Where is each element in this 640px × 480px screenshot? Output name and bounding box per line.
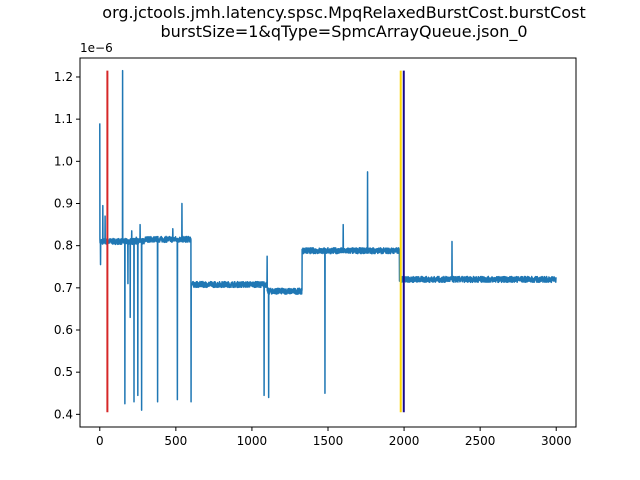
y-offset-label: 1e−6 bbox=[80, 41, 113, 55]
x-tick-label: 1000 bbox=[237, 434, 268, 448]
plot-content bbox=[99, 69, 557, 413]
x-tick-label: 500 bbox=[164, 434, 187, 448]
y-tick-label: 0.8 bbox=[54, 239, 73, 253]
chart-title: org.jctools.jmh.latency.spsc.MpqRelaxedB… bbox=[102, 3, 585, 22]
y-tick-label: 0.6 bbox=[54, 323, 73, 337]
plot-frame bbox=[79, 57, 577, 428]
x-tick-label: 1500 bbox=[313, 434, 344, 448]
x-tick-label: 0 bbox=[96, 434, 104, 448]
chart-subtitle: burstSize=1&qType=SpmcArrayQueue.json_0 bbox=[160, 22, 527, 42]
y-axis: 0.4 0.5 0.6 0.7 0.8 0.9 1.0 1.1 1.2 bbox=[54, 70, 80, 421]
y-tick-label: 0.4 bbox=[54, 407, 73, 421]
y-tick-label: 0.5 bbox=[54, 365, 73, 379]
x-tick-label: 2500 bbox=[465, 434, 496, 448]
x-tick-label: 3000 bbox=[541, 434, 572, 448]
y-tick-label: 1.1 bbox=[54, 112, 73, 126]
series-line-0 bbox=[99, 69, 557, 411]
y-tick-label: 1.2 bbox=[54, 70, 73, 84]
y-tick-label: 0.9 bbox=[54, 196, 73, 210]
y-tick-label: 0.7 bbox=[54, 281, 73, 295]
x-axis: 0 500 1000 1500 2000 2500 3000 bbox=[96, 427, 572, 448]
y-tick-label: 1.0 bbox=[54, 154, 73, 168]
x-tick-label: 2000 bbox=[389, 434, 420, 448]
